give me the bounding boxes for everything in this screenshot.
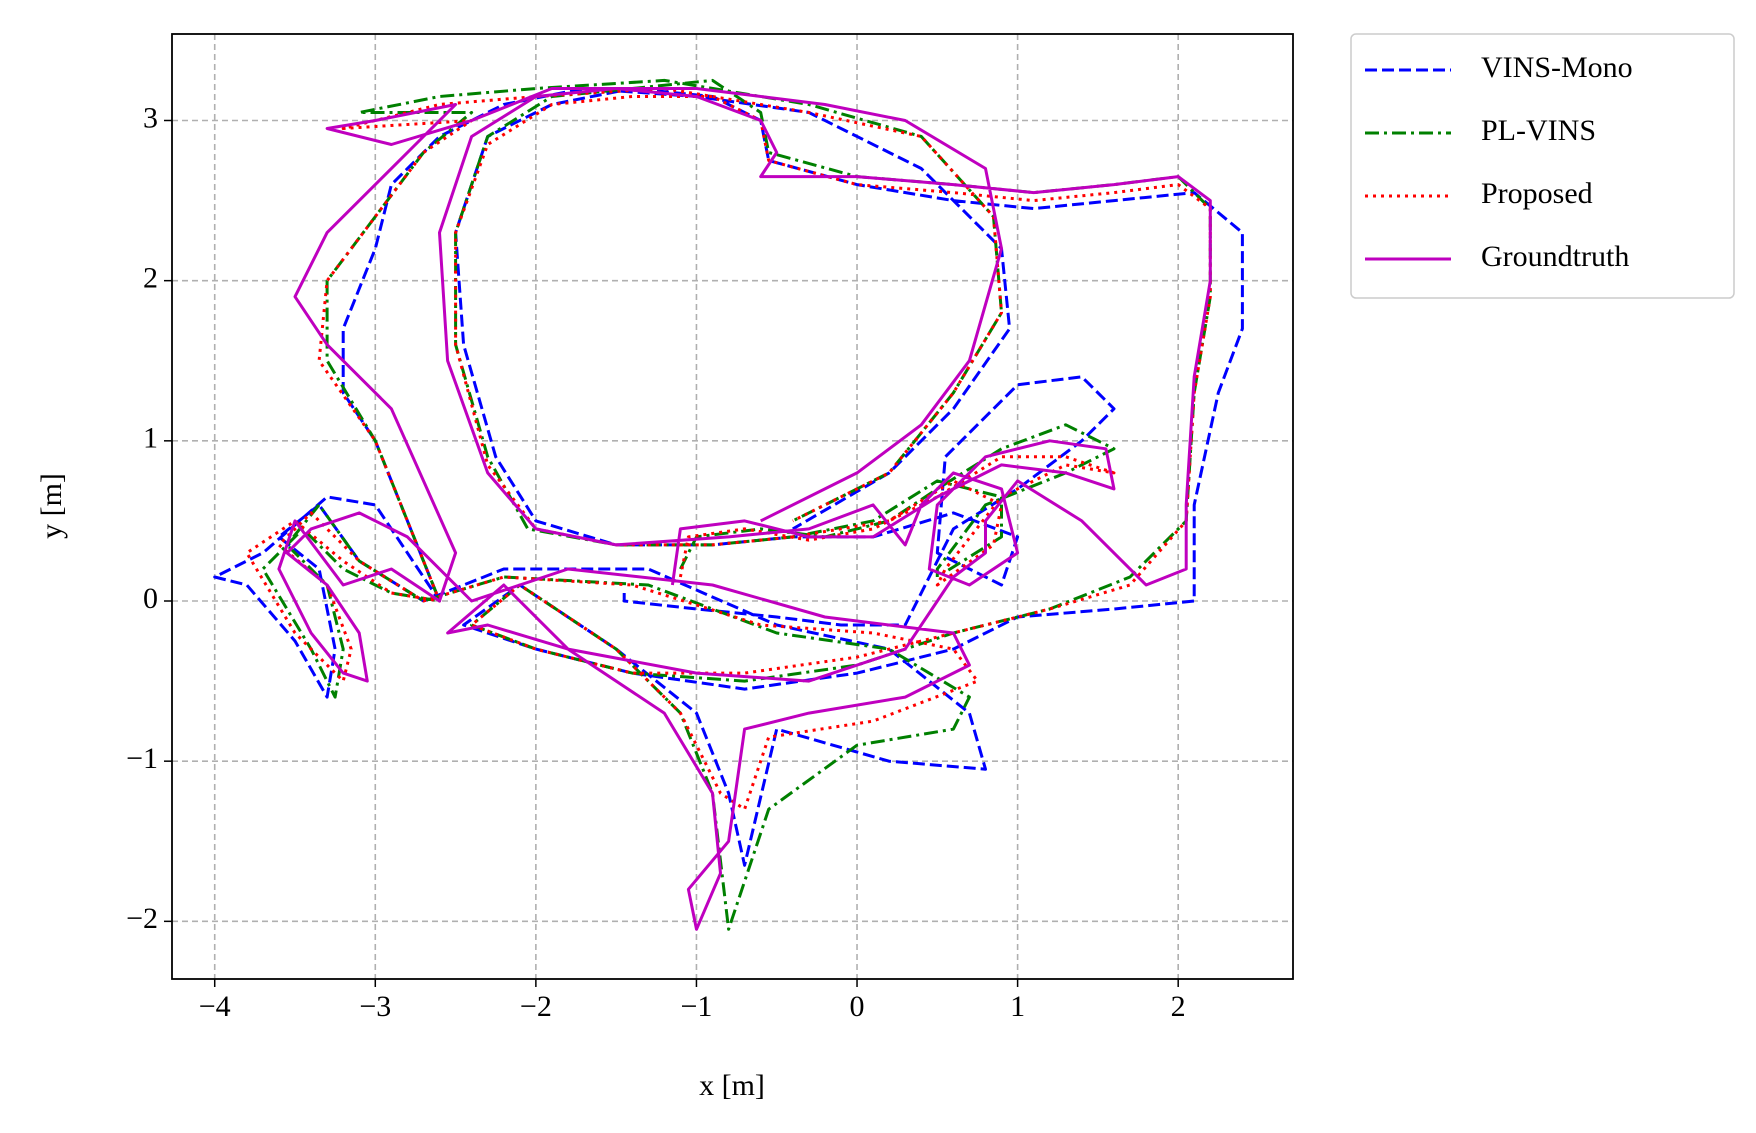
x-tick-label: 2 [1171,990,1186,1023]
trajectory-line [277,87,1212,931]
legend-label: VINS-Mono [1481,51,1633,84]
y-tick-label: 3 [143,101,158,134]
trajectory-line [245,87,1212,811]
y-tick-label: 2 [143,262,158,295]
y-tick-label: −2 [126,902,158,935]
x-tick-label: 0 [850,990,865,1023]
legend: VINS-Mono PL-VINS Proposed Groundtruth [1350,33,1735,299]
y-axis-label: y [m] [35,473,68,539]
legend-label: Groundtruth [1481,240,1629,273]
x-tick-label: −4 [199,990,231,1023]
y-tick-label: 1 [143,422,158,455]
x-axis-label: x [m] [699,1069,765,1102]
legend-label: PL-VINS [1481,114,1596,147]
trajectory-line [261,78,1212,931]
x-tick-label: −3 [359,990,391,1023]
y-tick-label: −1 [126,742,158,775]
x-tick-label: −2 [520,990,552,1023]
y-tick-label: 0 [143,582,158,615]
legend-label: Proposed [1481,177,1593,210]
trajectory-line [213,87,1244,867]
x-tick-label: 1 [1010,990,1025,1023]
plot-frame [171,33,1294,980]
x-tick-label: −1 [680,990,712,1023]
legend-frame [1350,33,1735,299]
